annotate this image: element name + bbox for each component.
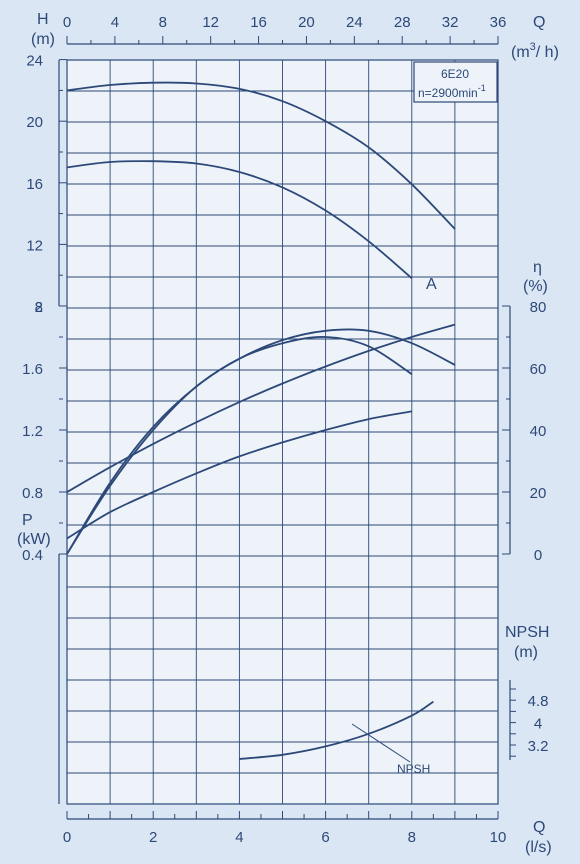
curves — [66, 81, 456, 760]
q-m3h-tick-label: 20 — [298, 14, 315, 31]
q-ls-tick-label: 8 — [408, 829, 416, 846]
power-tick-label: 1.6 — [22, 361, 43, 378]
q-m3h-tick-label: 8 — [159, 14, 167, 31]
q-m3h-tick-label: 28 — [394, 14, 411, 31]
efficiency-tick-label: 20 — [530, 485, 547, 502]
efficiency-axis-label: η — [533, 259, 542, 276]
head-tick-label: 24 — [26, 53, 43, 70]
npsh-tick-label: 3.2 — [528, 738, 549, 755]
power-curve — [66, 323, 456, 493]
power-tick-label: 0.8 — [22, 485, 43, 502]
npsh-leader-line — [351, 723, 411, 763]
model-name: 6E20 — [441, 67, 469, 81]
head-curve — [66, 81, 456, 230]
efficiency-tick-label: 60 — [530, 361, 547, 378]
npsh-curve — [239, 700, 434, 760]
q-m3h-tick-label: 12 — [202, 14, 219, 31]
q-m3h-unit-sup: 3 — [530, 41, 536, 53]
q-ls-axis-unit: (l/s) — [525, 839, 552, 856]
efficiency-axis-unit: (%) — [523, 278, 548, 295]
npsh-tick-label: 4.8 — [528, 693, 549, 710]
speed-base: n=2900min — [418, 86, 478, 100]
q-m3h-tick-label: 4 — [111, 14, 119, 31]
q-m3h-tick-label: 32 — [442, 14, 459, 31]
q-ls-tick-label: 0 — [63, 829, 71, 846]
head-axis-label: H — [37, 11, 49, 28]
power-tick-label: 2 — [35, 299, 43, 316]
power-tick-label: 0.4 — [22, 547, 43, 564]
head-tick-label: 20 — [26, 114, 43, 131]
power-axis-unit: (kW) — [17, 531, 51, 548]
efficiency-tick-label: 0 — [534, 547, 542, 564]
axes — [58, 36, 516, 820]
q-m3h-tick-label: 16 — [250, 14, 267, 31]
q-m3h-tick-label: 0 — [63, 14, 71, 31]
q-m3h-tick-label: 36 — [490, 14, 507, 31]
q-m3h-unit-base: (m — [511, 44, 530, 61]
curve-label-a: A — [426, 276, 437, 293]
npsh-curve-label: NPSH — [397, 762, 430, 776]
q-m3h-axis-unit: (m3/ h) — [511, 41, 559, 61]
q-ls-tick-label: 6 — [321, 829, 329, 846]
q-ls-tick-label: 4 — [235, 829, 243, 846]
npsh-axis-label: NPSH — [505, 624, 549, 641]
q-ls-axis-label: Q — [533, 819, 545, 836]
grid — [67, 60, 498, 804]
power-axis-label: P — [22, 512, 33, 529]
efficiency-curve — [66, 328, 456, 555]
speed-exp: -1 — [478, 83, 486, 93]
q-m3h-unit-tail: / h) — [536, 44, 559, 61]
head-tick-label: 8 — [35, 299, 43, 316]
head-curve — [66, 160, 413, 279]
head-tick-label: 12 — [26, 237, 43, 254]
q-ls-tick-label: 10 — [490, 829, 507, 846]
npsh-tick-label: 4 — [534, 716, 542, 733]
q-ls-tick-label: 2 — [149, 829, 157, 846]
q-m3h-axis-label: Q — [533, 14, 545, 31]
power-tick-label: 1.2 — [22, 423, 43, 440]
efficiency-tick-label: 40 — [530, 423, 547, 440]
head-axis-unit: (m) — [31, 31, 55, 48]
model-box — [413, 61, 498, 103]
tick-labels: 0 2 4 6 8 100 4 8 12 16 20 24 28 32 3624201612821.61.2… — [22, 14, 548, 846]
power-curve — [66, 410, 412, 540]
efficiency-tick-label: 80 — [530, 299, 547, 316]
head-tick-label: 16 — [26, 176, 43, 193]
speed-text: n=2900min-1 — [418, 83, 486, 100]
q-m3h-tick-label: 24 — [346, 14, 363, 31]
efficiency-curve — [66, 336, 413, 555]
npsh-axis-unit: (m) — [514, 644, 538, 661]
